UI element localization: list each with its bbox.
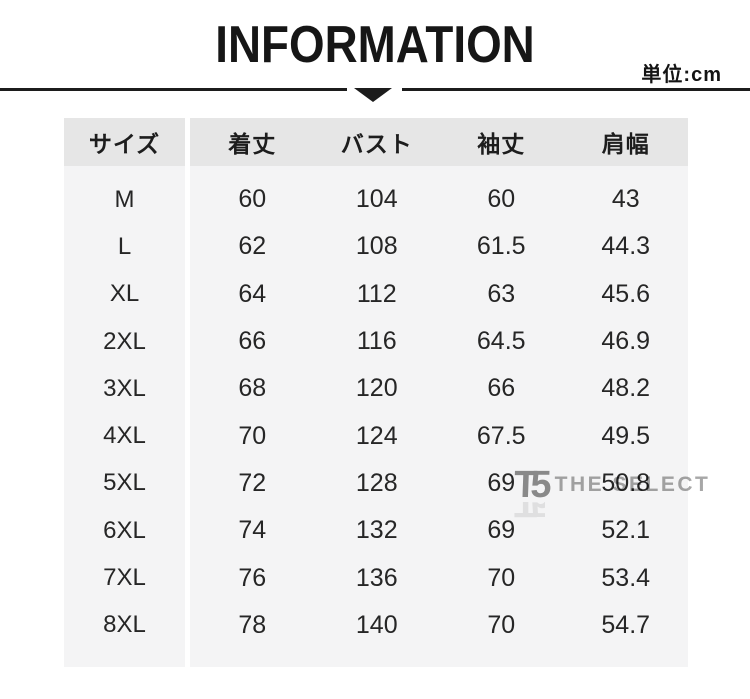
measurement-cell: 70 bbox=[238, 421, 267, 450]
header-left-stripe bbox=[64, 118, 185, 166]
measurement-cell: 61.5 bbox=[476, 232, 526, 261]
size-label-cell: 4XL bbox=[103, 422, 146, 450]
header-cell-length: 着丈 bbox=[228, 131, 277, 157]
measurement-cell: 62 bbox=[238, 232, 267, 261]
size-label-cell: 3XL bbox=[103, 374, 146, 402]
table-header: サイズ 着丈 バスト 袖丈 肩幅 bbox=[64, 118, 688, 166]
table-row: 3XL 68 120 66 48.2 bbox=[64, 365, 688, 412]
measurement-cell: 54.7 bbox=[601, 610, 651, 639]
measurement-cell: 44.3 bbox=[601, 232, 651, 261]
header-cell-sleeve: 袖丈 bbox=[477, 131, 526, 157]
triangle-down-icon bbox=[354, 88, 392, 102]
size-label-cell: 6XL bbox=[103, 516, 146, 544]
measurement-cell: 70 bbox=[487, 610, 516, 639]
measurement-cell: 132 bbox=[355, 516, 398, 545]
body-left-stripe bbox=[64, 166, 185, 667]
measurement-cell: 112 bbox=[356, 279, 397, 308]
measurement-cell: 74 bbox=[238, 516, 267, 545]
body-right-stripe bbox=[190, 166, 688, 667]
size-label-cell: L bbox=[117, 232, 132, 260]
measurement-cell: 64.5 bbox=[476, 327, 526, 356]
measurement-cell: 50.8 bbox=[601, 468, 651, 497]
table-row: 5XL 72 128 69 50.8 bbox=[64, 460, 688, 507]
divider-line-left bbox=[0, 88, 347, 91]
measurement-cell: 43 bbox=[611, 185, 640, 214]
measurement-cell: 66 bbox=[238, 327, 267, 356]
size-label-cell: 7XL bbox=[103, 564, 146, 592]
table-body: M 60 104 60 43 L 62 108 61.5 44.3 XL 64 112 63 45.6 2XL… bbox=[64, 166, 688, 667]
page-title: INFORMATION bbox=[215, 16, 535, 74]
measurement-cell: 52.1 bbox=[601, 516, 651, 545]
header-cell-size: サイズ bbox=[88, 131, 161, 157]
measurement-cell: 64 bbox=[238, 279, 267, 308]
table-row: 6XL 74 132 69 52.1 bbox=[64, 507, 688, 554]
table-row: 8XL 78 140 70 54.7 bbox=[64, 602, 688, 649]
measurement-cell: 116 bbox=[356, 327, 397, 356]
measurement-cell: 108 bbox=[355, 232, 398, 261]
title-divider bbox=[0, 88, 750, 106]
measurement-cell: 76 bbox=[238, 563, 267, 592]
measurement-cell: 66 bbox=[487, 374, 516, 403]
header-right-stripe bbox=[190, 118, 688, 166]
table-body-wrap: M 60 104 60 43 L 62 108 61.5 44.3 XL 64 112 63 45.6 2XL… bbox=[64, 166, 688, 667]
measurement-cell: 104 bbox=[355, 185, 398, 214]
table-row: 4XL 70 124 67.5 49.5 bbox=[64, 412, 688, 459]
measurement-cell: 72 bbox=[238, 468, 267, 497]
measurement-cell: 48.2 bbox=[601, 374, 651, 403]
measurement-cell: 60 bbox=[487, 185, 516, 214]
table-row: L 62 108 61.5 44.3 bbox=[64, 223, 688, 270]
measurement-cell: 53.4 bbox=[601, 563, 651, 592]
table-row: 2XL 66 116 64.5 46.9 bbox=[64, 318, 688, 365]
size-label-cell: 2XL bbox=[103, 327, 146, 355]
measurement-cell: 49.5 bbox=[601, 421, 651, 450]
size-label-cell: 8XL bbox=[103, 611, 146, 639]
divider-line-right bbox=[402, 88, 750, 91]
measurement-cell: 69 bbox=[487, 516, 516, 545]
measurement-cell: 78 bbox=[238, 610, 267, 639]
size-chart-table: サイズ 着丈 バスト 袖丈 肩幅 M 60 104 60 43 L 62 108 61.5 44.… bbox=[64, 118, 688, 667]
measurement-cell: 140 bbox=[355, 610, 398, 639]
table-row: M 60 104 60 43 bbox=[64, 176, 688, 223]
size-label-cell: 5XL bbox=[103, 469, 146, 497]
measurement-cell: 46.9 bbox=[601, 327, 651, 356]
header-cell-shoulder: 肩幅 bbox=[601, 131, 650, 157]
size-label-cell: XL bbox=[109, 280, 140, 308]
measurement-cell: 124 bbox=[355, 421, 398, 450]
measurement-cell: 67.5 bbox=[476, 421, 526, 450]
measurement-cell: 45.6 bbox=[601, 279, 651, 308]
header-row: サイズ 着丈 バスト 袖丈 肩幅 bbox=[64, 118, 688, 166]
table-row: 7XL 76 136 70 53.4 bbox=[64, 554, 688, 601]
measurement-cell: 63 bbox=[487, 279, 516, 308]
measurement-cell: 120 bbox=[355, 374, 398, 403]
measurement-cell: 136 bbox=[355, 563, 398, 592]
size-label-cell: M bbox=[114, 185, 135, 213]
measurement-cell: 70 bbox=[487, 563, 516, 592]
unit-label: 単位:cm bbox=[641, 64, 722, 86]
measurement-cell: 60 bbox=[238, 185, 267, 214]
header-cell-bust: バスト bbox=[340, 131, 413, 157]
measurement-cell: 128 bbox=[355, 468, 398, 497]
table-row: XL 64 112 63 45.6 bbox=[64, 271, 688, 318]
measurement-cell: 68 bbox=[238, 374, 267, 403]
measurement-cell: 69 bbox=[487, 468, 516, 497]
